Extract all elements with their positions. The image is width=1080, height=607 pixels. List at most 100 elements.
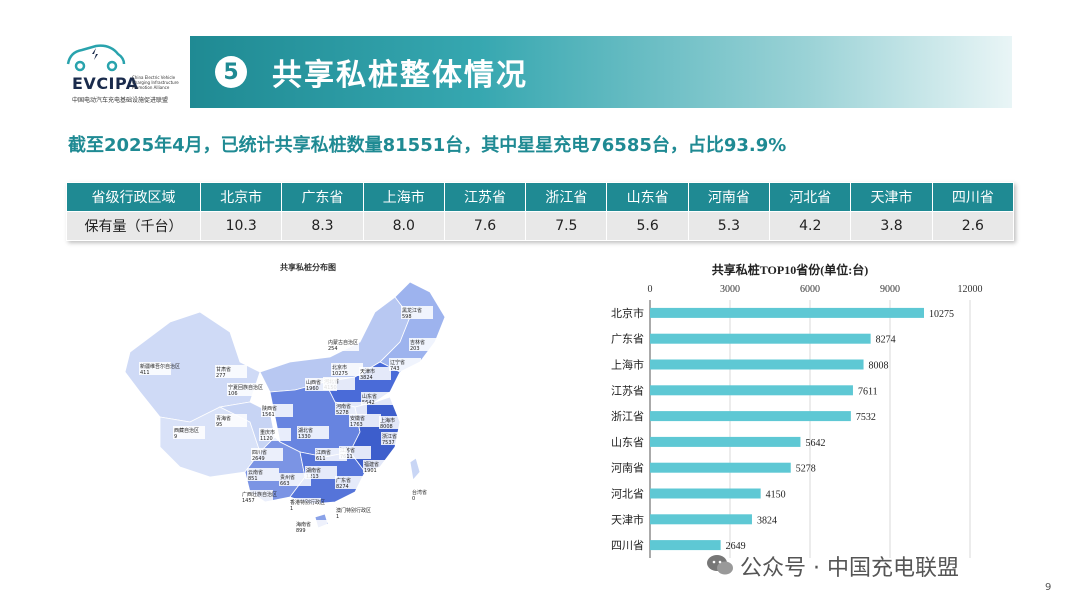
logo-brand: EVCIPA: [72, 74, 139, 93]
map-label-box: [295, 520, 327, 533]
table-row-label: 保有量（千台）: [66, 211, 201, 241]
map-label-box: [241, 490, 273, 503]
map-label-box: [335, 476, 367, 489]
table-cell: 2.6: [931, 211, 1015, 241]
map-province-name: 北京市: [332, 364, 347, 371]
section-banner: [190, 36, 1012, 108]
map-province-name: 吉林省: [410, 339, 425, 346]
table-cell: 4.2: [769, 211, 852, 241]
map-label-box: [215, 365, 247, 378]
value-label: 2649: [726, 541, 746, 552]
table-header-cell: 北京市: [199, 182, 283, 212]
map-province-value: 663: [280, 481, 290, 487]
map-label-box: [381, 432, 413, 445]
map-province-value: 743: [390, 366, 400, 372]
table-header-label: 省级行政区域: [66, 182, 201, 212]
map-province-name: 海南省: [296, 521, 311, 528]
map-province-value: 106: [228, 391, 238, 397]
map-province-name: 香港特别行政区: [290, 499, 325, 506]
table-header-cell: 山东省: [606, 182, 689, 212]
value-label: 7532: [856, 412, 876, 423]
map-province-value: 95: [216, 422, 222, 428]
section-number: 5: [215, 56, 247, 88]
map-label-box: [305, 466, 337, 479]
map-province-value: 7537: [382, 440, 395, 446]
map-province-name: 河南省: [336, 403, 351, 410]
map-province-name: 青海省: [216, 415, 231, 422]
map-label-box: [251, 448, 283, 461]
map-label-box: [349, 414, 381, 427]
category-label: 北京市: [611, 306, 644, 320]
map-province-value: 0: [412, 496, 415, 502]
map-province-value: 411: [140, 370, 150, 376]
map-province-value: 1561: [262, 412, 275, 418]
map-label-box: [409, 338, 441, 351]
map-province-value: 611: [316, 456, 326, 462]
table-header-cell: 浙江省: [525, 182, 608, 212]
table-cell: 7.6: [443, 211, 527, 241]
map-label-box: [331, 363, 363, 376]
map-label-box: [335, 506, 367, 519]
map-province-name: 福建省: [364, 461, 379, 468]
map-province-value: 10275: [332, 371, 348, 377]
value-label: 7611: [858, 386, 878, 397]
bar: [650, 436, 801, 447]
map-province-name: 台湾省: [412, 489, 427, 496]
map-province-name: 上海市: [380, 417, 395, 424]
wechat-icon: [707, 555, 733, 575]
category-label: 江苏省: [611, 384, 644, 397]
evcipa-logo: EVCIPA China Electric Vehicle Charging I…: [62, 40, 182, 106]
map-province-name: 新疆维吾尔自治区: [140, 363, 180, 370]
value-label: 3824: [757, 515, 777, 526]
value-label: 4150: [766, 490, 786, 501]
map-province-name: 四川省: [252, 449, 267, 456]
chart-value-labels: 10275 8274 8008 7611 7532 5642 5278 4150 3824 264…: [726, 309, 954, 552]
map-province-value: 851: [248, 476, 258, 482]
summary-headline: 截至2025年4月，已统计共享私桩数量81551台，其中星星充电76585台，占…: [68, 135, 787, 156]
category-label: 四川省: [611, 539, 644, 552]
map-province-value: 254: [328, 346, 338, 352]
map-province-value: 277: [216, 373, 226, 379]
table-header-cell: 河北省: [769, 182, 852, 212]
map-label-box: [315, 448, 347, 461]
map-province-name: 云南省: [248, 469, 263, 476]
table-header-cell: 上海市: [362, 182, 445, 212]
table-cell: 10.3: [199, 211, 283, 241]
bar: [650, 333, 871, 344]
map-province-value: 1213: [306, 474, 319, 480]
map-province-name: 西藏自治区: [174, 427, 199, 434]
chart-x-ticks: 0 3000 6000 9000 12000: [648, 284, 983, 295]
map-label-box: [247, 468, 279, 481]
category-label: 浙江省: [611, 410, 644, 423]
category-label: 河北省: [611, 488, 644, 501]
bar: [650, 462, 791, 473]
table-header-row: 省级行政区域 北京市 广东省 上海市 江苏省 浙江省 山东省 河南省 河北省 天…: [66, 182, 1015, 212]
x-tick-label: 6000: [800, 284, 820, 295]
map-province-value: 899: [296, 528, 306, 534]
map-province-name: 宁夏回族自治区: [228, 384, 263, 391]
map-province-value: 3824: [360, 375, 373, 381]
table-row: 保有量（千台） 10.3 8.3 8.0 7.6 7.5 5.6 5.3 4.2…: [66, 211, 1015, 241]
table-header-cell: 广东省: [281, 182, 364, 212]
table-header-cell: 四川省: [931, 182, 1015, 212]
top10-bar-chart: 共享私桩TOP10省份(单位:台) 0 3000 6000 9000 12000 北京市…: [611, 262, 983, 558]
map-region-taiwan: [409, 457, 421, 481]
province-table: 省级行政区域 北京市 广东省 上海市 江苏省 浙江省 山东省 河南省 河北省 天…: [66, 182, 1015, 241]
map-province-value: 1330: [298, 434, 311, 440]
page-number: 9: [1045, 582, 1052, 593]
table-cell: 5.6: [606, 211, 689, 241]
x-tick-label: 12000: [958, 284, 983, 295]
category-label: 河南省: [611, 462, 644, 475]
map-province-value: 1763: [350, 422, 363, 428]
map-province-value: 1: [336, 514, 339, 520]
map-label-box: [379, 416, 411, 429]
map-label-box: [259, 428, 291, 441]
logo-chinese-name: 中国电动汽车充电基础设施促进联盟: [72, 97, 169, 104]
x-tick-label: 9000: [880, 284, 900, 295]
map-province-value: 598: [402, 314, 412, 320]
table-header-cell: 天津市: [850, 182, 933, 212]
table-cell: 5.3: [687, 211, 771, 241]
map-province-value: 8008: [380, 424, 393, 430]
